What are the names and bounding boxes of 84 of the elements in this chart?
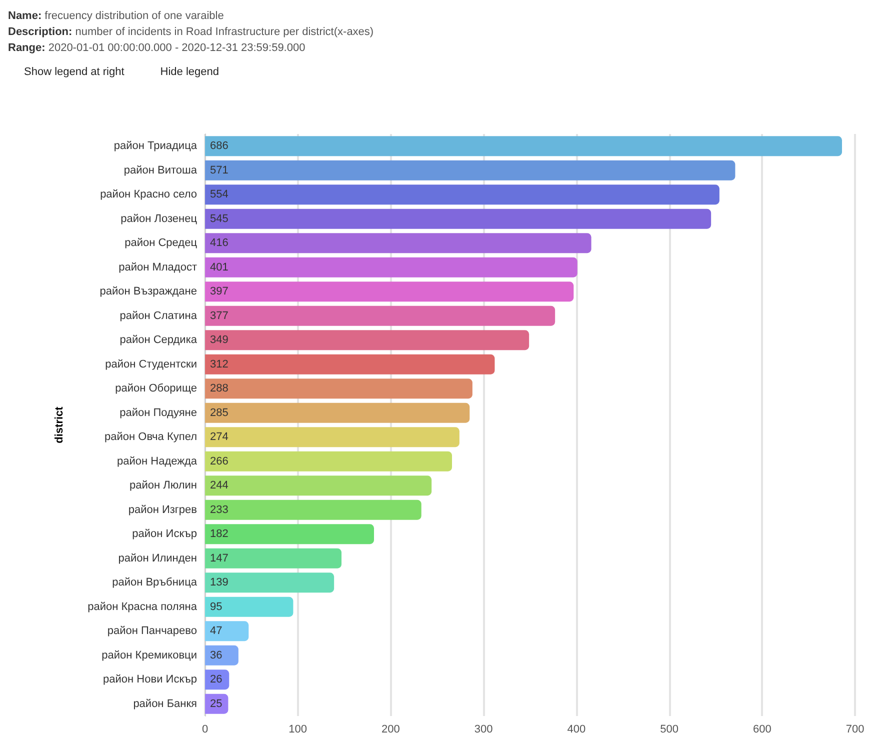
data-label: 244 <box>210 480 228 492</box>
y-tick-label: район Студентски <box>105 358 197 370</box>
y-tick-label: район Нови Искър <box>103 674 197 686</box>
y-tick-label: район Кремиковци <box>102 649 197 662</box>
data-label: 266 <box>210 455 228 468</box>
data-label: 139 <box>210 576 228 589</box>
data-label: 571 <box>210 164 228 176</box>
y-tick-label: район Възраждане <box>100 286 197 298</box>
y-tick-label: район Люлин <box>130 480 197 492</box>
bar <box>205 184 720 205</box>
bar <box>205 645 238 666</box>
data-label: 545 <box>210 212 228 225</box>
bar <box>205 306 556 326</box>
bar <box>205 160 736 180</box>
bar <box>205 500 422 520</box>
data-label: 182 <box>210 528 228 540</box>
bar <box>205 208 712 229</box>
y-tick-label: район Подуяне <box>120 406 197 419</box>
data-label: 47 <box>210 625 222 638</box>
data-label: 25 <box>210 698 222 710</box>
bar <box>205 548 342 568</box>
bar <box>205 136 842 156</box>
y-tick-label: район Витоша <box>124 164 198 176</box>
data-label: 312 <box>210 358 228 370</box>
data-label: 95 <box>210 600 222 613</box>
x-tick-label: 600 <box>752 724 772 736</box>
y-tick-label: район Красна поляна <box>88 600 198 613</box>
data-label: 397 <box>210 286 228 298</box>
text: Range: 2020-01-01 00:00:00.000 - 2020-12-31 23:59:59.000 <box>8 41 306 56</box>
y-tick-label: район Слатина <box>120 310 198 322</box>
y-axis-title: district <box>54 406 66 444</box>
y-tick-label: район Триадица <box>114 140 198 152</box>
y-tick-label: район Сердика <box>120 334 198 346</box>
data-label: 36 <box>210 649 222 662</box>
bar <box>205 402 470 423</box>
data-label: 416 <box>210 237 228 250</box>
y-tick-label: район Средец <box>124 237 198 250</box>
bar <box>205 621 249 642</box>
bar <box>205 330 530 350</box>
bar <box>205 257 578 278</box>
data-label: 686 <box>210 140 228 152</box>
y-tick-label: район Банкя <box>133 698 198 710</box>
data-label: 285 <box>210 406 228 419</box>
data-label: 26 <box>210 674 222 686</box>
y-tick-label: район Оборище <box>115 382 197 395</box>
bar <box>205 282 574 302</box>
text: Hide legend <box>160 66 220 78</box>
data-label: 233 <box>210 504 228 516</box>
bar <box>205 233 592 254</box>
y-tick-label: район Красно село <box>100 188 197 201</box>
y-tick-label: район Панчарево <box>107 625 197 638</box>
data-label: 147 <box>210 552 228 564</box>
x-tick-label: 300 <box>474 724 493 736</box>
data-label: 377 <box>210 310 228 322</box>
x-tick-label: 200 <box>382 724 400 736</box>
y-tick-label: район Лозенец <box>120 212 198 225</box>
text: Name: frecuency distribution of one varaible <box>8 9 225 24</box>
y-tick-label: район Овча Купел <box>104 431 197 444</box>
y-tick-label: район Изгрев <box>128 504 198 516</box>
data-label: 349 <box>210 334 228 346</box>
y-tick-label: район Младост <box>118 261 197 274</box>
bar <box>205 378 472 399</box>
bar <box>205 476 432 496</box>
bar <box>205 524 374 544</box>
bar <box>205 572 334 593</box>
bar <box>205 596 294 617</box>
text: Show legend at right <box>24 66 124 78</box>
bar <box>205 354 495 374</box>
y-tick-label: район Надежда <box>117 455 198 468</box>
data-label: 274 <box>210 431 228 444</box>
bar <box>205 451 452 472</box>
x-tick-label: 500 <box>660 724 678 736</box>
y-tick-label: район Връбница <box>112 576 198 589</box>
data-label: 554 <box>210 188 228 201</box>
x-tick-label: 100 <box>288 724 308 736</box>
bar <box>205 427 460 448</box>
data-label: 401 <box>210 261 228 274</box>
chart-subtitle: Description: number of incidents in Road Infrastructure per district(x-axes) <box>8 25 375 40</box>
x-tick-label: 400 <box>567 724 586 736</box>
data-label: 288 <box>210 382 228 395</box>
x-tick-label: 0 <box>202 724 208 736</box>
y-tick-label: район Искър <box>132 528 197 540</box>
y-tick-label: район Илинден <box>118 552 197 564</box>
x-tick-label: 700 <box>846 724 864 736</box>
